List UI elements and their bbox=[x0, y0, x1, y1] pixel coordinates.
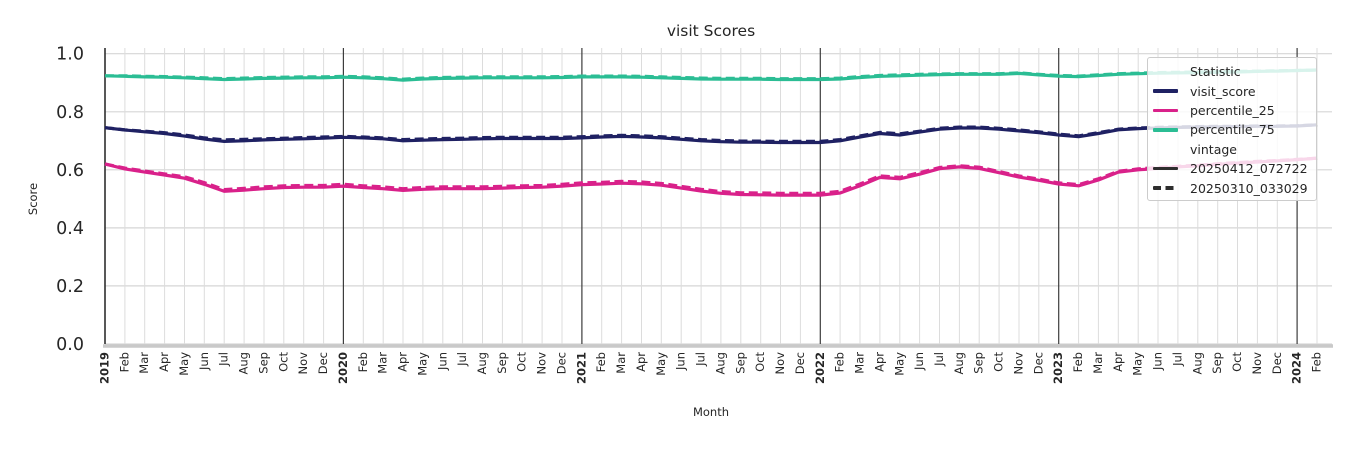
svg-text:Mar: Mar bbox=[1091, 352, 1105, 374]
svg-text:Mar: Mar bbox=[853, 352, 867, 374]
svg-text:Feb: Feb bbox=[356, 352, 370, 372]
legend-item-label: percentile_75 bbox=[1190, 122, 1275, 138]
svg-text:Dec: Dec bbox=[1270, 352, 1284, 374]
svg-text:Jun: Jun bbox=[1151, 352, 1165, 371]
svg-text:1.0: 1.0 bbox=[56, 45, 84, 65]
solid-line-swatch bbox=[1153, 166, 1178, 171]
svg-text:Sep: Sep bbox=[495, 352, 509, 374]
svg-text:0.6: 0.6 bbox=[56, 161, 84, 181]
svg-text:Oct: Oct bbox=[753, 352, 767, 372]
legend-item-label: 20250412_072722 bbox=[1190, 161, 1308, 177]
legend-vintage-title: vintage bbox=[1190, 141, 1237, 157]
svg-text:May: May bbox=[415, 352, 429, 376]
svg-text:Nov: Nov bbox=[535, 352, 549, 375]
svg-text:0.0: 0.0 bbox=[56, 335, 84, 355]
svg-text:Oct: Oct bbox=[515, 352, 529, 372]
svg-text:Apr: Apr bbox=[634, 352, 648, 372]
dashed-line-swatch bbox=[1153, 186, 1178, 190]
svg-text:Sep: Sep bbox=[972, 352, 986, 374]
svg-text:Nov: Nov bbox=[296, 352, 310, 375]
legend-item-percentile-25: percentile_25 bbox=[1153, 101, 1310, 120]
svg-text:Jul: Jul bbox=[217, 352, 231, 367]
svg-text:2023: 2023 bbox=[1051, 352, 1065, 384]
svg-text:Apr: Apr bbox=[1111, 352, 1125, 372]
svg-text:0.2: 0.2 bbox=[56, 277, 84, 297]
x-axis-label: Month bbox=[692, 405, 730, 419]
svg-text:Mar: Mar bbox=[376, 352, 390, 374]
svg-text:Feb: Feb bbox=[833, 352, 847, 372]
svg-text:Aug: Aug bbox=[952, 352, 966, 374]
percentile-75-line-swatch bbox=[1153, 128, 1178, 132]
svg-text:Jul: Jul bbox=[455, 352, 469, 367]
visit-score-line-swatch bbox=[1153, 89, 1178, 93]
svg-text:0.8: 0.8 bbox=[56, 103, 84, 123]
svg-text:Nov: Nov bbox=[1012, 352, 1026, 375]
svg-text:Dec: Dec bbox=[555, 352, 569, 374]
svg-text:Feb: Feb bbox=[1071, 352, 1085, 372]
svg-text:Jun: Jun bbox=[435, 352, 449, 371]
svg-text:Jun: Jun bbox=[197, 352, 211, 371]
svg-text:Dec: Dec bbox=[1031, 352, 1045, 374]
legend-item-vintage-solid: 20250412_072722 bbox=[1153, 159, 1310, 178]
svg-text:2020: 2020 bbox=[336, 352, 350, 384]
svg-text:Mar: Mar bbox=[137, 352, 151, 374]
svg-text:Mar: Mar bbox=[614, 352, 628, 374]
svg-text:Jun: Jun bbox=[674, 352, 688, 371]
svg-text:0.4: 0.4 bbox=[56, 219, 84, 239]
legend-statistic-title: Statistic bbox=[1190, 64, 1241, 80]
legend-item-vintage-dashed: 20250310_033029 bbox=[1153, 178, 1310, 197]
svg-text:Nov: Nov bbox=[773, 352, 787, 375]
legend-item-visit-score: visit_score bbox=[1153, 81, 1310, 100]
svg-text:Aug: Aug bbox=[1190, 352, 1204, 374]
svg-text:Feb: Feb bbox=[117, 352, 131, 372]
svg-text:2019: 2019 bbox=[98, 352, 112, 384]
svg-text:Aug: Aug bbox=[237, 352, 251, 374]
svg-text:Oct: Oct bbox=[1230, 352, 1244, 372]
legend-item-label: visit_score bbox=[1190, 83, 1256, 99]
svg-text:Apr: Apr bbox=[157, 352, 171, 372]
svg-text:Sep: Sep bbox=[257, 352, 271, 374]
legend-item-label: 20250310_033029 bbox=[1190, 180, 1308, 196]
svg-text:May: May bbox=[654, 352, 668, 376]
svg-text:Oct: Oct bbox=[276, 352, 290, 372]
chart-title: visit Scores bbox=[666, 22, 756, 40]
chart-legend: Statistic visit_score percentile_25 perc… bbox=[1147, 57, 1317, 201]
svg-text:Aug: Aug bbox=[475, 352, 489, 374]
legend-vintage-header: vintage bbox=[1153, 140, 1310, 159]
percentile-25-line-swatch bbox=[1153, 108, 1178, 113]
svg-text:Feb: Feb bbox=[594, 352, 608, 372]
svg-text:Jul: Jul bbox=[694, 352, 708, 367]
svg-text:Jun: Jun bbox=[912, 352, 926, 371]
svg-text:May: May bbox=[892, 352, 906, 376]
svg-text:Dec: Dec bbox=[316, 352, 330, 374]
svg-text:Apr: Apr bbox=[396, 352, 410, 372]
svg-text:Apr: Apr bbox=[872, 352, 886, 372]
svg-text:Nov: Nov bbox=[1250, 352, 1264, 375]
svg-text:2022: 2022 bbox=[813, 352, 827, 384]
svg-text:Sep: Sep bbox=[733, 352, 747, 374]
svg-text:2021: 2021 bbox=[574, 352, 588, 384]
legend-item-percentile-75: percentile_75 bbox=[1153, 120, 1310, 139]
svg-text:Aug: Aug bbox=[713, 352, 727, 374]
y-axis-label: Score bbox=[26, 182, 40, 216]
svg-text:Sep: Sep bbox=[1210, 352, 1224, 374]
svg-text:May: May bbox=[177, 352, 191, 376]
svg-text:Jul: Jul bbox=[932, 352, 946, 367]
legend-statistic-header: Statistic bbox=[1153, 62, 1310, 81]
svg-text:Jul: Jul bbox=[1170, 352, 1184, 367]
legend-item-label: percentile_25 bbox=[1190, 102, 1275, 118]
svg-text:Oct: Oct bbox=[992, 352, 1006, 372]
svg-text:Dec: Dec bbox=[793, 352, 807, 374]
svg-text:Feb: Feb bbox=[1310, 352, 1324, 372]
svg-text:May: May bbox=[1131, 352, 1145, 376]
svg-text:2024: 2024 bbox=[1290, 352, 1304, 384]
